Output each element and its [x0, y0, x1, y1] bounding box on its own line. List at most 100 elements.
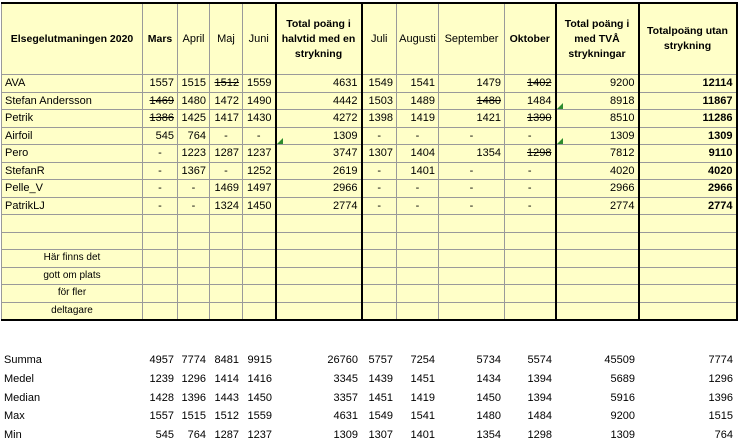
score-cell-juli[interactable]: -	[361, 126, 397, 145]
stats-value[interactable]: 1239	[149, 373, 174, 386]
empty-cell[interactable]	[142, 301, 178, 321]
stats-value[interactable]: 9915	[247, 354, 272, 367]
stats-value[interactable]: 3357	[333, 391, 358, 404]
stats-value[interactable]: 1434	[476, 373, 501, 386]
empty-cell[interactable]	[396, 284, 439, 303]
participant-name-cell[interactable]: StefanR	[1, 161, 143, 180]
score-cell-september[interactable]: -	[438, 179, 505, 198]
empty-cell[interactable]	[504, 214, 556, 233]
score-cell-augusti[interactable]: 1489	[396, 91, 439, 110]
stats-value[interactable]: 1541	[410, 410, 435, 423]
score-cell-mars[interactable]: -	[142, 196, 178, 215]
empty-cell[interactable]	[361, 301, 397, 321]
stats-value[interactable]: 7254	[410, 354, 435, 367]
score-cell-augusti[interactable]: 1401	[396, 161, 439, 180]
stats-value[interactable]: 1401	[410, 429, 435, 442]
empty-cell[interactable]	[274, 266, 363, 285]
note-cell[interactable]: deltagare	[1, 301, 143, 321]
stats-value[interactable]: 1451	[410, 373, 435, 386]
participant-name-cell[interactable]: Airfoil	[1, 126, 143, 145]
stats-value[interactable]: 5734	[476, 354, 501, 367]
score-cell-two[interactable]: 8918	[554, 91, 640, 110]
header-oktober[interactable]: Oktober	[504, 2, 556, 75]
score-cell-augusti[interactable]: -	[396, 126, 439, 145]
stats-value[interactable]: 1450	[476, 391, 501, 404]
score-cell-maj[interactable]: 1417	[209, 109, 243, 128]
score-cell-mars[interactable]: -	[142, 144, 178, 163]
stats-value[interactable]: 1428	[149, 391, 174, 404]
score-cell-augusti[interactable]: 1404	[396, 144, 439, 163]
stats-value[interactable]: 3345	[333, 373, 358, 386]
empty-cell[interactable]	[554, 214, 640, 233]
stats-value[interactable]: 1394	[527, 373, 552, 386]
stats-value[interactable]: 1396	[181, 391, 206, 404]
header-total-two[interactable]: Total poäng i med TVÅ strykningar	[554, 2, 640, 75]
score-cell-half[interactable]: 4272	[274, 109, 363, 128]
empty-cell[interactable]	[177, 301, 210, 321]
header-half-total[interactable]: Total poäng i halvtid med en strykning	[274, 2, 363, 75]
stats-label[interactable]: Medel	[4, 373, 34, 386]
score-cell-two[interactable]: 2966	[554, 179, 640, 198]
stats-value[interactable]: 1296	[708, 373, 733, 386]
empty-cell[interactable]	[242, 266, 276, 285]
stats-value[interactable]: 1414	[214, 373, 239, 386]
score-cell-maj[interactable]: 1469	[209, 179, 243, 198]
header-augusti[interactable]: Augusti	[396, 2, 439, 75]
score-cell-juli[interactable]: -	[361, 196, 397, 215]
header-mars[interactable]: Mars	[142, 2, 178, 75]
empty-cell[interactable]	[142, 214, 178, 233]
empty-cell[interactable]	[504, 266, 556, 285]
score-cell-juni[interactable]: 1559	[242, 74, 276, 93]
stats-value[interactable]: 1451	[368, 391, 393, 404]
stats-value[interactable]: 1394	[527, 391, 552, 404]
empty-cell[interactable]	[638, 301, 738, 321]
score-cell-oktober[interactable]: 1402	[504, 74, 556, 93]
score-cell-mars[interactable]: 1386	[142, 109, 178, 128]
empty-cell[interactable]	[242, 214, 276, 233]
empty-cell[interactable]	[361, 266, 397, 285]
score-cell-maj[interactable]: 1324	[209, 196, 243, 215]
score-cell-april[interactable]: -	[177, 179, 210, 198]
stats-value[interactable]: 1557	[149, 410, 174, 423]
empty-cell[interactable]	[554, 266, 640, 285]
stats-label[interactable]: Summa	[4, 354, 42, 367]
stats-value[interactable]: 1549	[368, 410, 393, 423]
empty-cell[interactable]	[209, 214, 243, 233]
score-cell-juni[interactable]: 1450	[242, 196, 276, 215]
score-cell-half[interactable]: 2774	[274, 196, 363, 215]
stats-value[interactable]: 764	[714, 429, 733, 442]
stats-value[interactable]: 9200	[610, 410, 635, 423]
header-maj[interactable]: Maj	[209, 2, 243, 75]
stats-value[interactable]: 45509	[604, 354, 635, 367]
stats-value[interactable]: 764	[187, 429, 206, 442]
score-cell-april[interactable]: 764	[177, 126, 210, 145]
stats-value[interactable]: 7774	[181, 354, 206, 367]
stats-value[interactable]: 1237	[247, 429, 272, 442]
empty-cell[interactable]	[242, 231, 276, 250]
empty-cell[interactable]	[396, 231, 439, 250]
empty-cell[interactable]	[177, 214, 210, 233]
stats-value[interactable]: 1480	[476, 410, 501, 423]
score-cell-two[interactable]: 4020	[554, 161, 640, 180]
score-cell-september[interactable]: -	[438, 126, 505, 145]
score-cell-april[interactable]: 1515	[177, 74, 210, 93]
participant-name-cell[interactable]: Stefan Andersson	[1, 91, 143, 110]
empty-cell[interactable]	[361, 214, 397, 233]
score-cell-half[interactable]: 3747	[274, 144, 363, 163]
score-cell-half[interactable]: 1309	[274, 126, 363, 145]
header-september[interactable]: September	[438, 2, 505, 75]
score-cell-total[interactable]: 4020	[638, 161, 738, 180]
score-cell-total[interactable]: 12114	[638, 74, 738, 93]
score-cell-oktober[interactable]: -	[504, 126, 556, 145]
header-name[interactable]: Elsegelutmaningen 2020	[1, 2, 143, 75]
score-cell-half[interactable]: 4442	[274, 91, 363, 110]
empty-cell[interactable]	[638, 214, 738, 233]
score-cell-two[interactable]: 9200	[554, 74, 640, 93]
empty-cell[interactable]	[638, 266, 738, 285]
score-cell-juli[interactable]: 1398	[361, 109, 397, 128]
stats-value[interactable]: 1396	[708, 391, 733, 404]
empty-cell[interactable]	[638, 231, 738, 250]
stats-value[interactable]: 1354	[476, 429, 501, 442]
score-cell-two[interactable]: 7812	[554, 144, 640, 163]
score-cell-maj[interactable]: -	[209, 161, 243, 180]
